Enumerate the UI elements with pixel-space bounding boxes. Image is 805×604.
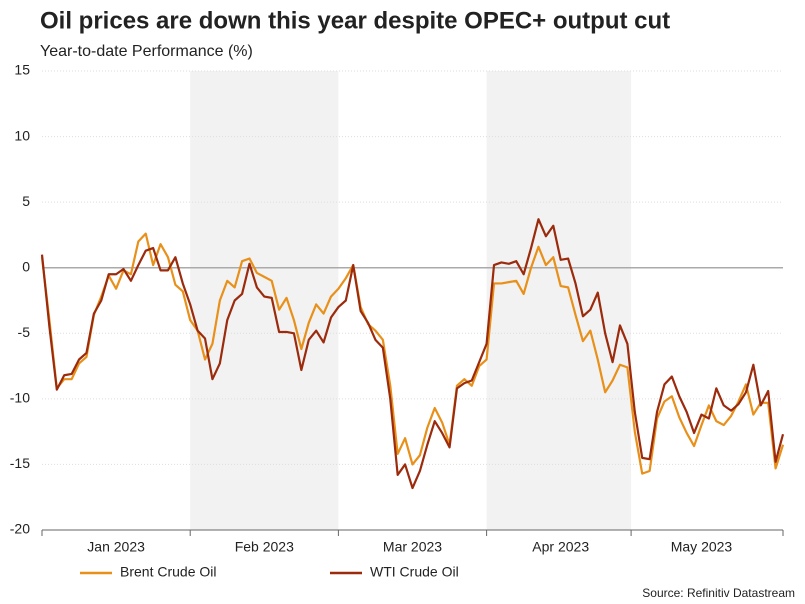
month-band [190, 71, 339, 530]
series-line [40, 218, 785, 490]
series-line [40, 232, 785, 475]
y-tick-label: -20 [10, 521, 30, 537]
x-tick-label: May 2023 [671, 539, 733, 555]
y-tick-label: -15 [10, 455, 30, 471]
month-band [486, 71, 632, 530]
y-tick-label: 15 [14, 62, 30, 78]
y-tick-label: 5 [22, 193, 30, 209]
y-tick-label: 10 [14, 127, 30, 143]
y-tick-label: -5 [18, 324, 31, 340]
legend-label: Brent Crude Oil [120, 564, 216, 580]
chart-subtitle: Year-to-date Performance (%) [40, 43, 253, 60]
y-tick-label: -10 [10, 390, 30, 406]
source-note: Source: Refinitiv Datastream [642, 586, 795, 600]
y-tick-label: 0 [22, 258, 30, 274]
x-tick-label: Feb 2023 [235, 539, 294, 555]
legend-label: WTI Crude Oil [370, 564, 459, 580]
x-tick-label: Jan 2023 [87, 539, 145, 555]
x-tick-label: Mar 2023 [383, 539, 442, 555]
x-tick-label: Apr 2023 [532, 539, 589, 555]
chart-title: Oil prices are down this year despite OP… [40, 7, 670, 34]
